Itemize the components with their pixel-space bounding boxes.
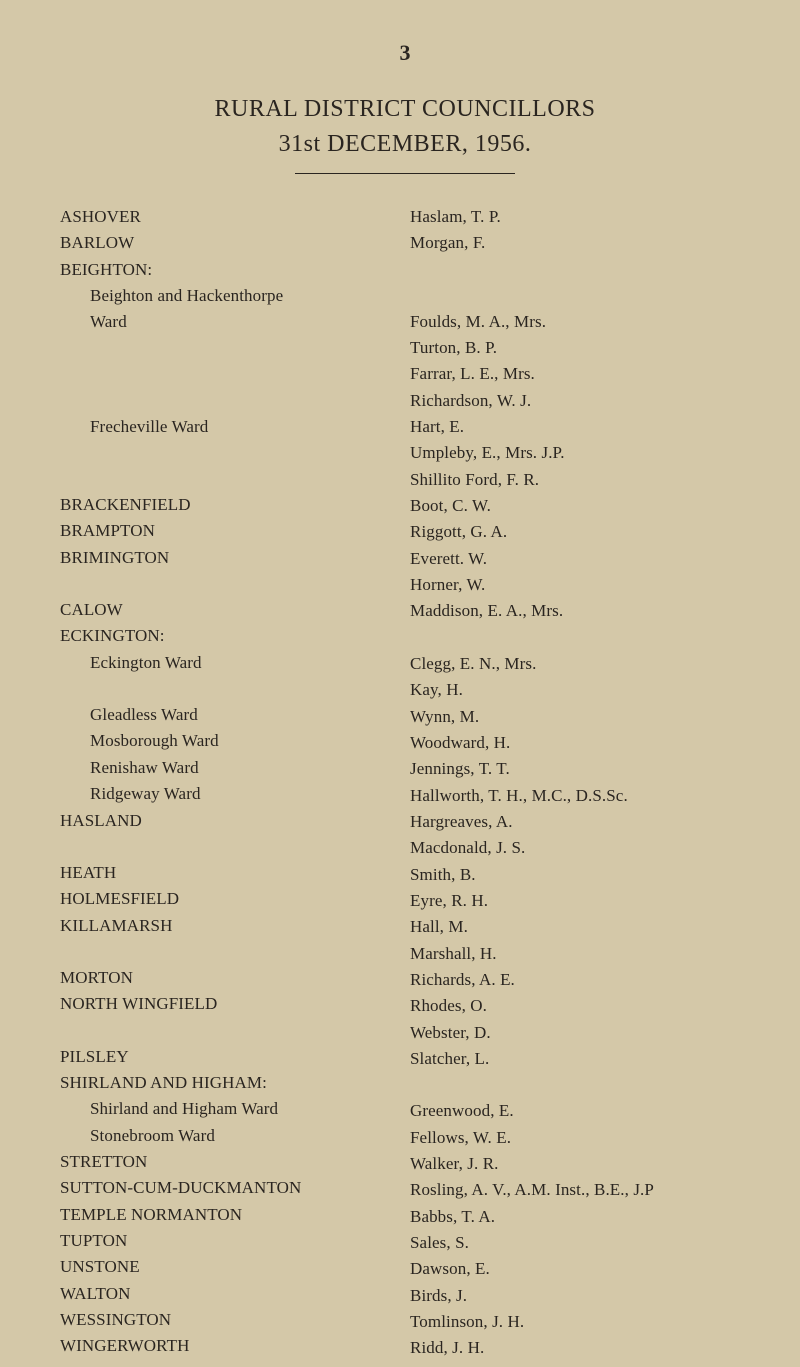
right-entry: Farrar, L. E., Mrs. bbox=[410, 361, 750, 387]
left-entry bbox=[60, 834, 400, 860]
right-entry: Kay, H. bbox=[410, 677, 750, 703]
right-entry: Hall, M. bbox=[410, 914, 750, 940]
right-entry: Marshall, H. bbox=[410, 941, 750, 967]
right-entry: Woodward, H. bbox=[410, 730, 750, 756]
right-entry: Walker, J. R. bbox=[410, 1151, 750, 1177]
right-entry: Hart, E. bbox=[410, 414, 750, 440]
left-entry: TEMPLE NORMANTON bbox=[60, 1202, 400, 1228]
right-entry: Ridd, J. H. bbox=[410, 1335, 750, 1361]
left-entry: WINGERWORTH bbox=[60, 1333, 400, 1359]
left-entry bbox=[60, 440, 400, 466]
left-entry: BRAMPTON bbox=[60, 518, 400, 544]
right-entry: Horner, W. bbox=[410, 572, 750, 598]
right-column: Haslam, T. P.Morgan, F. Foulds, M. A., Mr… bbox=[410, 204, 750, 1362]
left-entry: Renishaw Ward bbox=[60, 755, 400, 781]
right-entry: Boot, C. W. bbox=[410, 493, 750, 519]
left-entry: HOLMESFIELD bbox=[60, 886, 400, 912]
right-entry: Hargreaves, A. bbox=[410, 809, 750, 835]
left-entry: ECKINGTON: bbox=[60, 623, 400, 649]
right-entry: Tomlinson, J. H. bbox=[410, 1309, 750, 1335]
right-entry bbox=[410, 257, 750, 283]
right-entry: Fellows, W. E. bbox=[410, 1125, 750, 1151]
left-entry bbox=[60, 571, 400, 597]
left-entry: SUTTON-CUM-DUCKMANTON bbox=[60, 1175, 400, 1201]
left-entry bbox=[60, 676, 400, 702]
left-entry: NORTH WINGFIELD bbox=[60, 991, 400, 1017]
left-entry: BARLOW bbox=[60, 230, 400, 256]
left-entry: KILLAMARSH bbox=[60, 913, 400, 939]
left-entry: Ward bbox=[60, 309, 400, 335]
right-entry: Smith, B. bbox=[410, 862, 750, 888]
left-entry bbox=[60, 336, 400, 362]
left-entry bbox=[60, 1018, 400, 1044]
right-entry: Clegg, E. N., Mrs. bbox=[410, 651, 750, 677]
left-entry: Frecheville Ward bbox=[60, 414, 400, 440]
left-entry bbox=[60, 362, 400, 388]
left-entry: Beighton and Hackenthorpe bbox=[60, 283, 400, 309]
right-entry: Greenwood, E. bbox=[410, 1098, 750, 1124]
right-entry bbox=[410, 283, 750, 309]
left-column: ASHOVERBARLOWBEIGHTON:Beighton and Hacke… bbox=[60, 204, 400, 1362]
left-entry: STRETTON bbox=[60, 1149, 400, 1175]
left-entry: Ridgeway Ward bbox=[60, 781, 400, 807]
right-entry: Macdonald, J. S. bbox=[410, 835, 750, 861]
right-entry: Turton, B. P. bbox=[410, 335, 750, 361]
right-entry: Slatcher, L. bbox=[410, 1046, 750, 1072]
title-divider bbox=[295, 173, 515, 174]
left-entry bbox=[60, 939, 400, 965]
right-entry: Rosling, A. V., A.M. Inst., B.E., J.P bbox=[410, 1177, 750, 1203]
left-entry: CALOW bbox=[60, 597, 400, 623]
left-entry: Shirland and Higham Ward bbox=[60, 1096, 400, 1122]
right-entry: Sales, S. bbox=[410, 1230, 750, 1256]
page-number: 3 bbox=[60, 40, 750, 66]
left-entry: Mosborough Ward bbox=[60, 728, 400, 754]
left-entry: HEATH bbox=[60, 860, 400, 886]
left-entry: BEIGHTON: bbox=[60, 257, 400, 283]
right-entry bbox=[410, 1072, 750, 1098]
left-entry: Gleadless Ward bbox=[60, 702, 400, 728]
document-subtitle: 31st DECEMBER, 1956. bbox=[60, 131, 750, 158]
right-entry: Hallworth, T. H., M.C., D.S.Sc. bbox=[410, 783, 750, 809]
left-entry: WESSINGTON bbox=[60, 1307, 400, 1333]
right-entry: Webster, D. bbox=[410, 1020, 750, 1046]
left-entry: WALTON bbox=[60, 1281, 400, 1307]
right-entry: Everett. W. bbox=[410, 546, 750, 572]
right-entry: Shillito Ford, F. R. bbox=[410, 467, 750, 493]
right-entry: Riggott, G. A. bbox=[410, 519, 750, 545]
left-entry: Stonebroom Ward bbox=[60, 1123, 400, 1149]
right-entry: Dawson, E. bbox=[410, 1256, 750, 1282]
right-entry bbox=[410, 625, 750, 651]
left-entry bbox=[60, 466, 400, 492]
left-entry: PILSLEY bbox=[60, 1044, 400, 1070]
left-entry: HASLAND bbox=[60, 808, 400, 834]
left-entry: ASHOVER bbox=[60, 204, 400, 230]
left-entry: BRACKENFIELD bbox=[60, 492, 400, 518]
left-entry: SHIRLAND AND HIGHAM: bbox=[60, 1070, 400, 1096]
left-entry: Eckington Ward bbox=[60, 650, 400, 676]
right-entry: Haslam, T. P. bbox=[410, 204, 750, 230]
left-entry: MORTON bbox=[60, 965, 400, 991]
right-entry: Umpleby, E., Mrs. J.P. bbox=[410, 440, 750, 466]
content-columns: ASHOVERBARLOWBEIGHTON:Beighton and Hacke… bbox=[60, 204, 750, 1362]
right-entry: Richardson, W. J. bbox=[410, 388, 750, 414]
right-entry: Maddison, E. A., Mrs. bbox=[410, 598, 750, 624]
left-entry bbox=[60, 388, 400, 414]
left-entry: BRIMINGTON bbox=[60, 545, 400, 571]
right-entry: Babbs, T. A. bbox=[410, 1204, 750, 1230]
left-entry: TUPTON bbox=[60, 1228, 400, 1254]
right-entry: Richards, A. E. bbox=[410, 967, 750, 993]
right-entry: Rhodes, O. bbox=[410, 993, 750, 1019]
right-entry: Eyre, R. H. bbox=[410, 888, 750, 914]
right-entry: Foulds, M. A., Mrs. bbox=[410, 309, 750, 335]
right-entry: Jennings, T. T. bbox=[410, 756, 750, 782]
document-title: RURAL DISTRICT COUNCILLORS bbox=[60, 96, 750, 123]
right-entry: Birds, J. bbox=[410, 1283, 750, 1309]
left-entry: UNSTONE bbox=[60, 1254, 400, 1280]
right-entry: Wynn, M. bbox=[410, 704, 750, 730]
right-entry: Morgan, F. bbox=[410, 230, 750, 256]
